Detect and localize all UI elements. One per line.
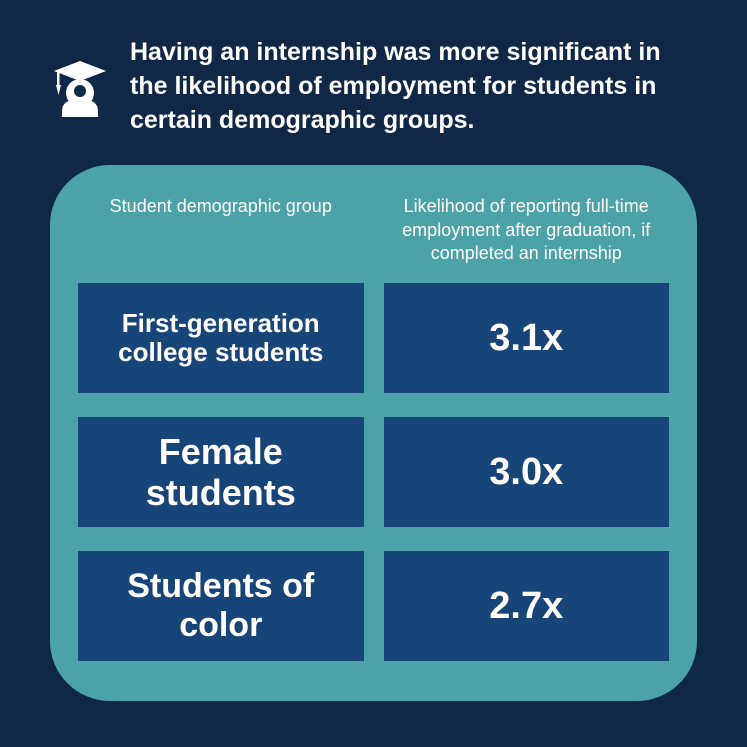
value-cell: 2.7x (384, 551, 670, 661)
group-cell: First-generation college students (78, 283, 364, 393)
table-row: First-generation college students 3.1x (78, 283, 669, 393)
column-header-group: Student demographic group (78, 195, 364, 265)
headline-text: Having an internship was more significan… (130, 36, 697, 137)
graduate-icon (48, 55, 112, 119)
table-row: Female students 3.0x (78, 417, 669, 527)
value-cell: 3.1x (384, 283, 670, 393)
column-headers: Student demographic group Likelihood of … (78, 195, 669, 265)
group-cell: Students of color (78, 551, 364, 661)
header: Having an internship was more significan… (0, 0, 747, 157)
data-panel: Student demographic group Likelihood of … (50, 165, 697, 701)
table-row: Students of color 2.7x (78, 551, 669, 661)
column-header-value: Likelihood of reporting full-time employ… (384, 195, 670, 265)
value-cell: 3.0x (384, 417, 670, 527)
group-cell: Female students (78, 417, 364, 527)
